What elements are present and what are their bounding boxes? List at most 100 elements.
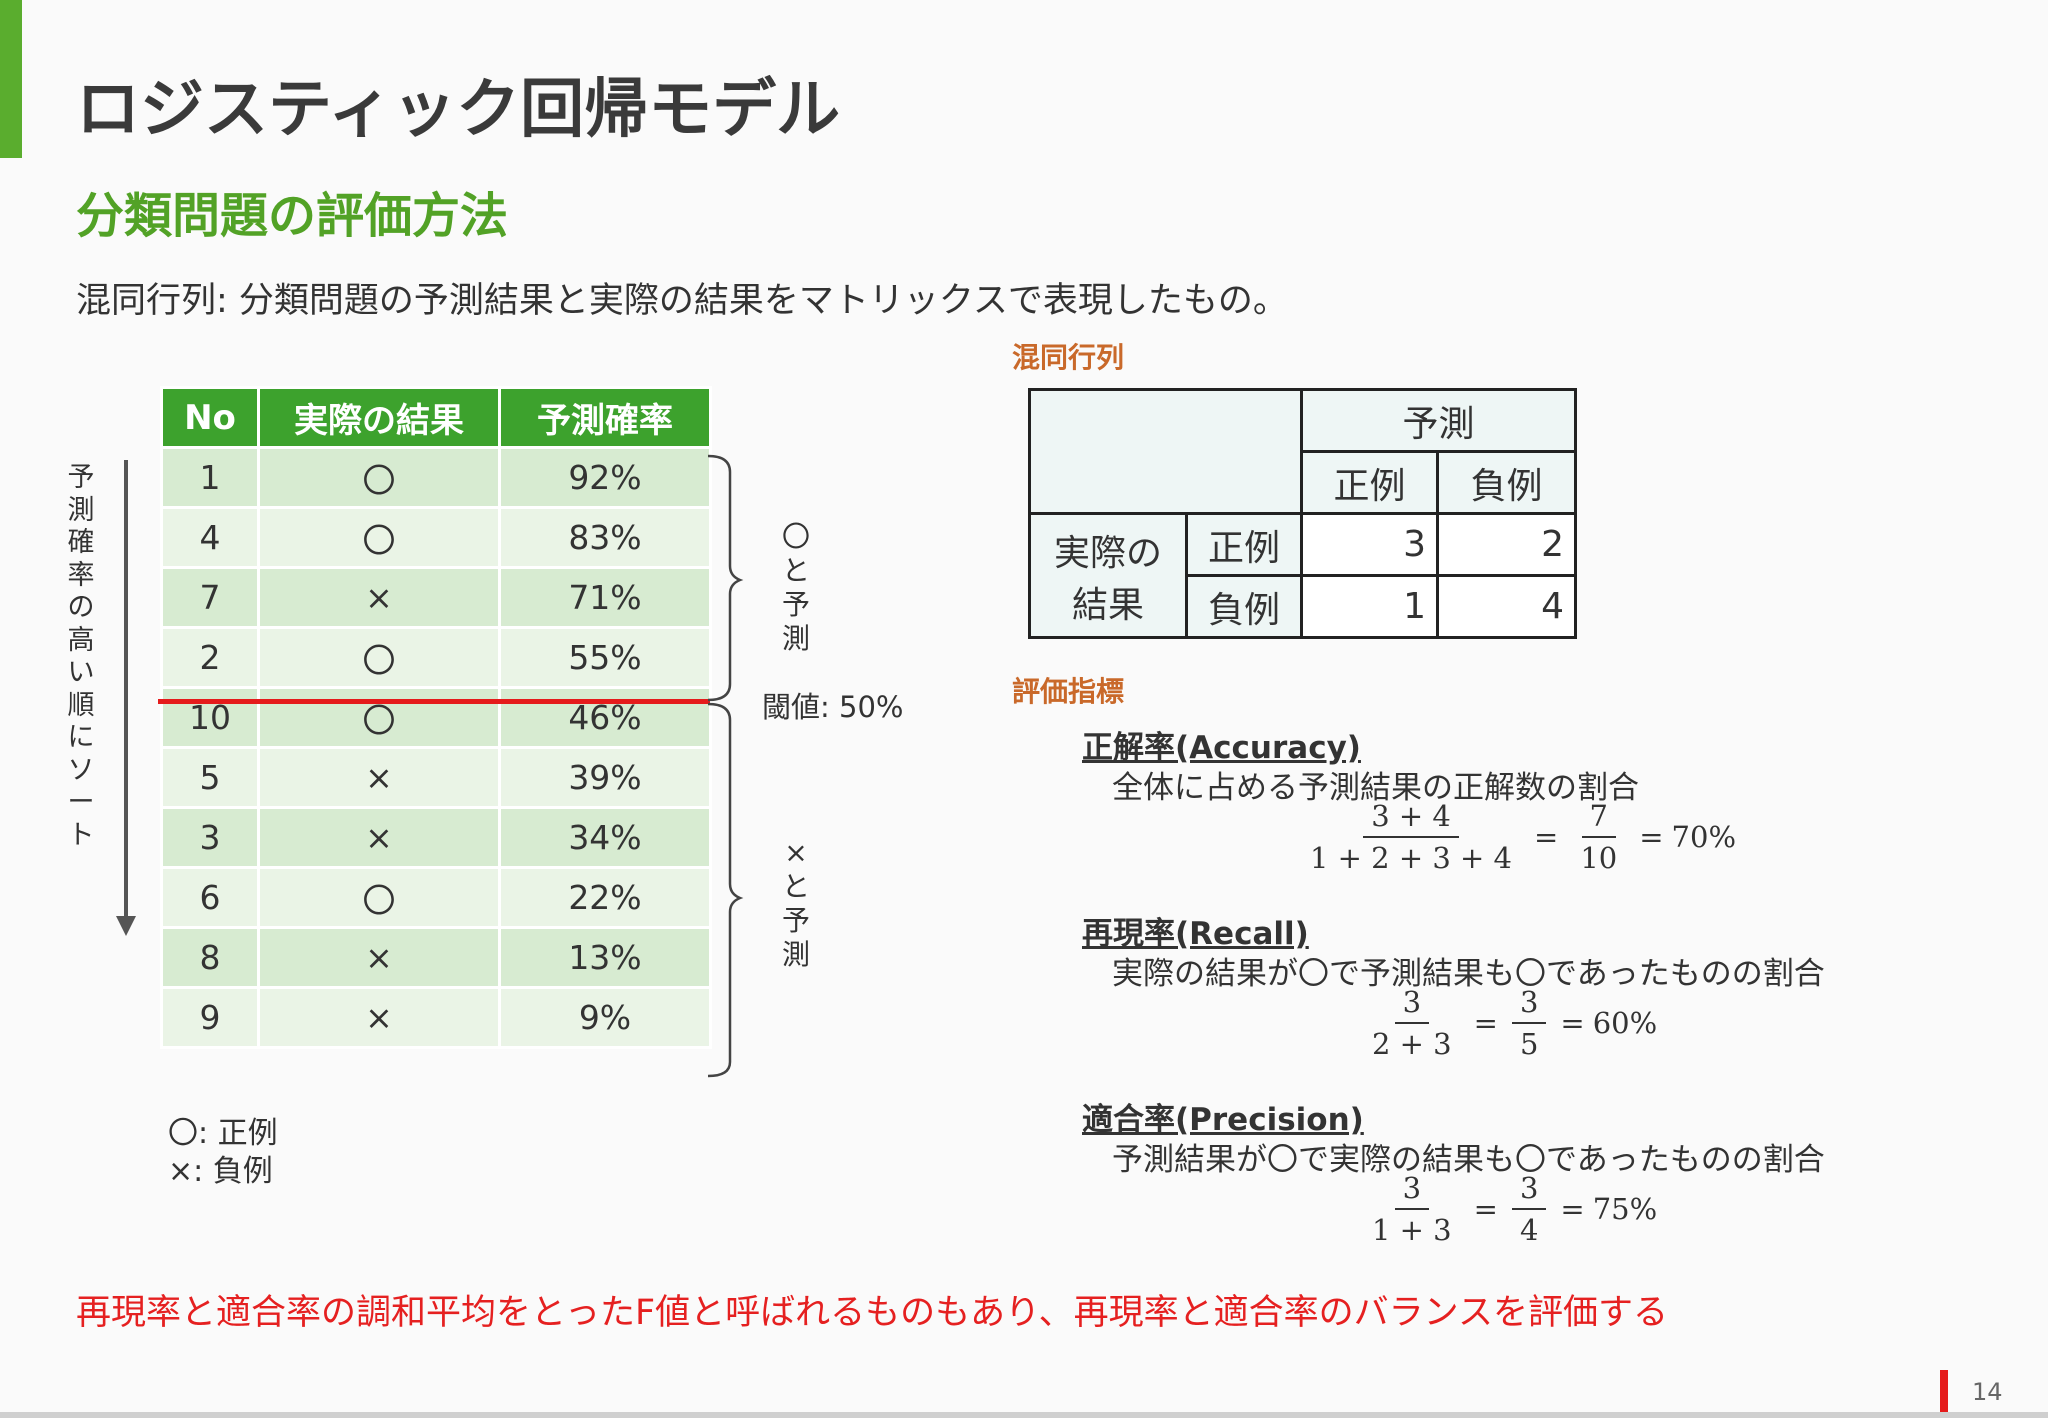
numerator: 3 — [1511, 1170, 1547, 1210]
cell-no: 3 — [160, 806, 260, 869]
numerator: 3 + 4 — [1363, 798, 1459, 838]
predicted-positive-header: 正例 — [1300, 450, 1439, 515]
actual-header-line1: 実際の — [1053, 532, 1162, 574]
numerator: 7 — [1581, 798, 1616, 838]
predicted-negative-header: 負例 — [1436, 450, 1577, 515]
page-subtitle: 分類問題の評価方法 — [76, 188, 509, 244]
cell-probability: 9% — [498, 986, 712, 1049]
column-header-actual: 実際の結果 — [257, 386, 501, 449]
fraction: 7 10 — [1572, 798, 1625, 876]
prediction-table: No 実際の結果 予測確率 1 〇 92% 4 〇 83% 7 × 71% 2 〇 55% 10… — [160, 386, 712, 1049]
page-number-bar — [1940, 1370, 1948, 1418]
precision-description: 予測結果が〇で実際の結果も〇であったものの割合 — [1112, 1142, 1825, 1178]
cell-probability: 46% — [498, 686, 712, 749]
table-row: 2 〇 55% — [160, 626, 712, 689]
denominator: 1 + 3 — [1372, 1213, 1452, 1247]
recall-title: 再現率(Recall) — [1082, 916, 1309, 952]
negative-prediction-label: ×と予測 — [781, 836, 810, 971]
footer-note: 再現率と適合率の調和平均をとったF値と呼ばれるものもあり、再現率と適合率のバラン… — [76, 1293, 1668, 1333]
denominator: 5 — [1519, 1027, 1539, 1061]
cell-actual: × — [257, 926, 501, 989]
column-header-probability: 予測確率 — [498, 386, 712, 449]
cell-actual: 〇 — [257, 506, 501, 569]
cell-actual: × — [257, 986, 501, 1049]
cell-probability: 55% — [498, 626, 712, 689]
cell-false-positive: 1 — [1300, 574, 1439, 639]
cell-actual: 〇 — [257, 626, 501, 689]
cell-true-negative: 4 — [1436, 574, 1577, 639]
equals-sign: = — [1639, 820, 1664, 854]
table-row: 8 × 13% — [160, 926, 712, 989]
predicted-header: 予測 — [1300, 388, 1577, 453]
cell-no: 1 — [160, 446, 260, 509]
legend-negative: ×: 負例 — [168, 1154, 273, 1189]
cell-probability: 71% — [498, 566, 712, 629]
actual-header: 実際の 結果 — [1028, 512, 1188, 639]
threshold-line — [158, 699, 710, 704]
cell-false-negative: 2 — [1436, 512, 1577, 577]
numerator: 3 — [1394, 1170, 1430, 1210]
confusion-matrix-label: 混同行列 — [1012, 341, 1125, 374]
table-row: 3 × 34% — [160, 806, 712, 869]
confusion-matrix: 予測 正例 負例 実際の 結果 正例 3 2 負例 1 4 — [1028, 388, 1577, 639]
accuracy-description: 全体に占める予測結果の正解数の割合 — [1112, 770, 1639, 806]
sort-label: 予測確率の高い順にソート — [67, 462, 95, 851]
cell-no: 4 — [160, 506, 260, 569]
recall-result: 60% — [1592, 1006, 1658, 1040]
precision-result: 75% — [1592, 1192, 1658, 1226]
equals-sign: = — [1560, 1006, 1585, 1040]
cell-true-positive: 3 — [1300, 512, 1439, 577]
cell-probability: 34% — [498, 806, 712, 869]
denominator: 1 + 2 + 3 + 4 — [1310, 841, 1513, 875]
table-row: 1 〇 92% — [160, 446, 712, 509]
table-row: 9 × 9% — [160, 986, 712, 1049]
positive-prediction-label: 〇と予測 — [781, 520, 810, 655]
down-arrow-icon — [116, 460, 136, 936]
cell-no: 9 — [160, 986, 260, 1049]
brace-icon — [707, 454, 744, 1078]
denominator: 2 + 3 — [1372, 1027, 1452, 1061]
cell-probability: 92% — [498, 446, 712, 509]
empty-corner-cell — [1028, 388, 1303, 515]
cell-no: 6 — [160, 866, 260, 929]
accuracy-title: 正解率(Accuracy) — [1082, 730, 1361, 766]
cell-no: 5 — [160, 746, 260, 809]
legend-positive: 〇: 正例 — [168, 1116, 278, 1151]
cell-probability: 13% — [498, 926, 712, 989]
precision-title: 適合率(Precision) — [1082, 1102, 1364, 1138]
numerator: 3 — [1511, 984, 1547, 1024]
table-row: 10 〇 46% — [160, 686, 712, 749]
metrics-label: 評価指標 — [1012, 675, 1125, 708]
equals-sign: = — [1473, 1192, 1498, 1226]
cell-actual: 〇 — [257, 866, 501, 929]
cell-no: 10 — [160, 686, 260, 749]
denominator: 10 — [1580, 841, 1618, 875]
page-number: 14 — [1972, 1378, 2003, 1406]
table-row: 7 × 71% — [160, 566, 712, 629]
cell-actual: × — [257, 806, 501, 869]
actual-positive-header: 正例 — [1185, 512, 1303, 577]
cell-no: 7 — [160, 566, 260, 629]
cell-probability: 83% — [498, 506, 712, 569]
equals-sign: = — [1473, 1006, 1498, 1040]
cell-probability: 39% — [498, 746, 712, 809]
equals-sign: = — [1534, 820, 1559, 854]
cell-actual: 〇 — [257, 446, 501, 509]
threshold-label: 閾値: 50% — [762, 690, 904, 724]
table-row: 6 〇 22% — [160, 866, 712, 929]
table-row: 5 × 39% — [160, 746, 712, 809]
actual-header-line2: 結果 — [1071, 584, 1144, 626]
accuracy-result: 70% — [1671, 820, 1737, 854]
table-header-row: No 実際の結果 予測確率 — [160, 386, 712, 449]
cell-no: 8 — [160, 926, 260, 989]
intro-text: 混同行列: 分類問題の予測結果と実際の結果をマトリックスで表現したもの。 — [76, 281, 1288, 321]
recall-description: 実際の結果が〇で予測結果も〇であったものの割合 — [1112, 956, 1825, 992]
